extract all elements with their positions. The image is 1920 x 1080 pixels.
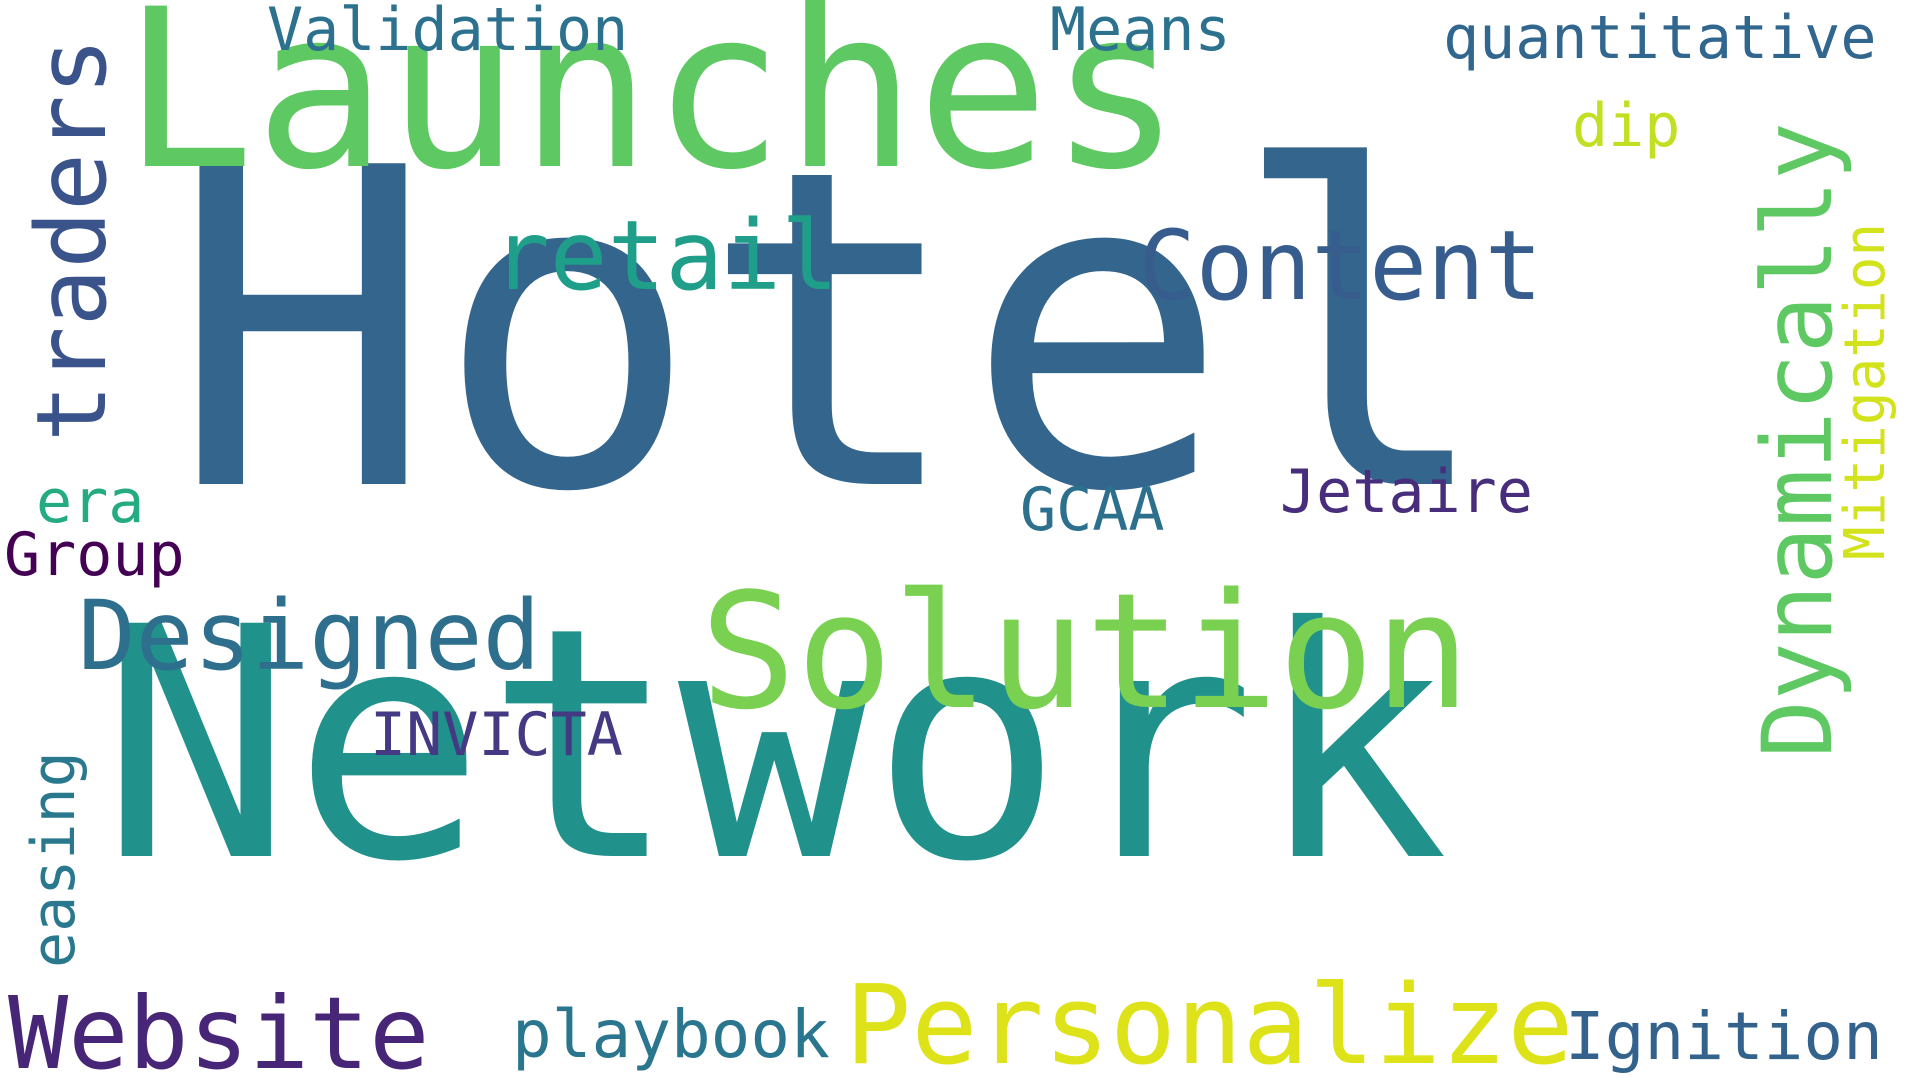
word-playbook: playbook <box>512 1002 830 1068</box>
word-website: Website <box>8 984 429 1080</box>
word-personalize: Personalize <box>845 970 1573 1080</box>
word-jetaire: Jetaire <box>1280 462 1533 522</box>
word-group: Group <box>4 525 185 585</box>
word-validation: Validation <box>267 0 628 60</box>
word-designed: Designed <box>78 588 540 684</box>
word-invicta: INVICTA <box>370 705 623 765</box>
word-gcaa: GCAA <box>1020 480 1165 540</box>
word-means: Means <box>1050 0 1231 60</box>
word-mitigation: Mitigation <box>1838 223 1894 560</box>
word-dynamically: Dynamically <box>1750 122 1846 758</box>
word-traders: traders <box>24 37 120 442</box>
word-quantitative: quantitative <box>1443 8 1876 68</box>
word-easing: easing <box>24 751 84 968</box>
word-retail: retail <box>492 208 839 304</box>
word-ignition: Ignition <box>1565 1004 1883 1070</box>
word-solution: Solution <box>700 572 1471 732</box>
word-dip: dip <box>1572 96 1680 156</box>
word-content: Content <box>1138 218 1543 314</box>
